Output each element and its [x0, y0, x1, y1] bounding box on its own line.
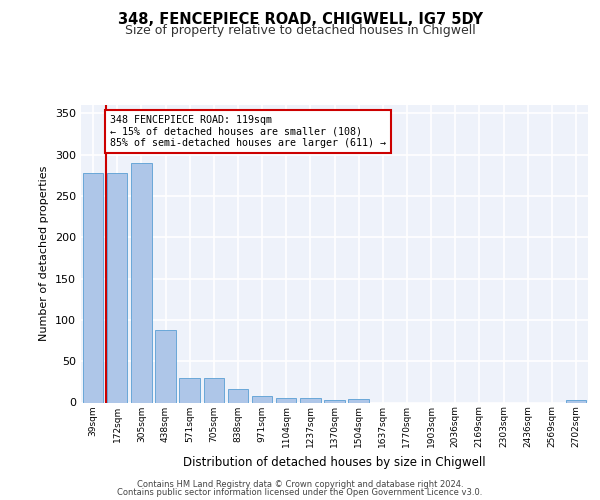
X-axis label: Distribution of detached houses by size in Chigwell: Distribution of detached houses by size … — [183, 456, 486, 468]
Bar — [252, 396, 272, 402]
Text: Size of property relative to detached houses in Chigwell: Size of property relative to detached ho… — [125, 24, 475, 37]
Bar — [276, 398, 296, 402]
Bar — [227, 390, 248, 402]
Bar — [566, 400, 586, 402]
Y-axis label: Number of detached properties: Number of detached properties — [40, 166, 49, 342]
Text: 348 FENCEPIECE ROAD: 119sqm
← 15% of detached houses are smaller (108)
85% of se: 348 FENCEPIECE ROAD: 119sqm ← 15% of det… — [110, 115, 386, 148]
Bar — [324, 400, 345, 402]
Bar — [349, 399, 369, 402]
Text: Contains HM Land Registry data © Crown copyright and database right 2024.: Contains HM Land Registry data © Crown c… — [137, 480, 463, 489]
Bar — [203, 378, 224, 402]
Bar — [83, 173, 103, 402]
Bar — [179, 378, 200, 402]
Text: Contains public sector information licensed under the Open Government Licence v3: Contains public sector information licen… — [118, 488, 482, 497]
Bar — [155, 330, 176, 402]
Bar — [107, 173, 127, 402]
Bar — [300, 398, 320, 402]
Bar — [131, 163, 152, 402]
Text: 348, FENCEPIECE ROAD, CHIGWELL, IG7 5DY: 348, FENCEPIECE ROAD, CHIGWELL, IG7 5DY — [118, 12, 482, 28]
